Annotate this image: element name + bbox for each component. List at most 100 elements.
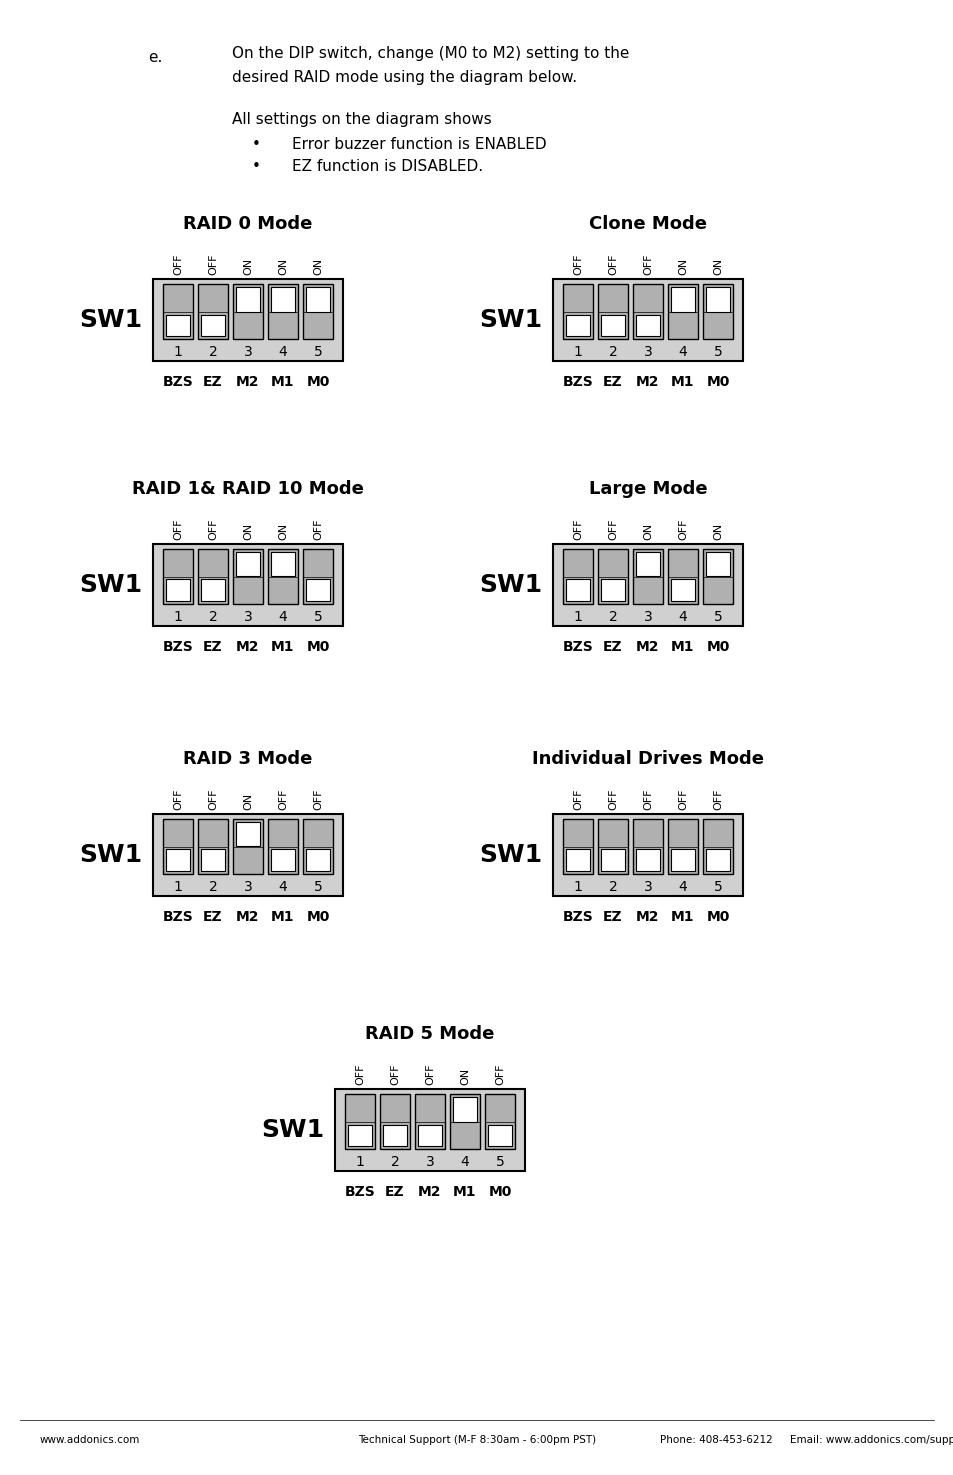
Bar bbox=[600, 314, 624, 336]
Text: M2: M2 bbox=[636, 910, 659, 923]
Bar bbox=[667, 285, 698, 339]
Text: RAID 3 Mode: RAID 3 Mode bbox=[183, 749, 313, 768]
Bar bbox=[705, 850, 729, 872]
Text: 5: 5 bbox=[496, 1155, 504, 1170]
Bar bbox=[271, 552, 294, 577]
Text: M0: M0 bbox=[705, 910, 729, 923]
Bar bbox=[417, 1124, 441, 1146]
Text: 1: 1 bbox=[573, 611, 582, 624]
Text: ON: ON bbox=[459, 1068, 470, 1086]
Bar bbox=[705, 552, 729, 577]
Text: OFF: OFF bbox=[642, 789, 652, 810]
Text: BZS: BZS bbox=[162, 910, 193, 923]
Bar bbox=[303, 819, 333, 875]
Bar bbox=[163, 549, 193, 603]
Text: 3: 3 bbox=[643, 881, 652, 894]
Text: 3: 3 bbox=[243, 345, 253, 358]
Text: OFF: OFF bbox=[607, 789, 618, 810]
Text: Individual Drives Mode: Individual Drives Mode bbox=[532, 749, 763, 768]
Text: ON: ON bbox=[642, 522, 652, 540]
Text: ON: ON bbox=[678, 258, 687, 274]
Bar bbox=[702, 549, 732, 603]
Bar bbox=[553, 544, 742, 625]
Bar bbox=[702, 819, 732, 875]
Bar bbox=[415, 1094, 444, 1149]
Text: M1: M1 bbox=[671, 640, 694, 653]
Text: 1: 1 bbox=[173, 345, 182, 358]
Text: Technical Support (M-F 8:30am - 6:00pm PST): Technical Support (M-F 8:30am - 6:00pm P… bbox=[357, 1435, 596, 1446]
Text: EZ function is DISABLED.: EZ function is DISABLED. bbox=[292, 159, 482, 174]
Text: EZ: EZ bbox=[602, 910, 622, 923]
Bar bbox=[198, 549, 228, 603]
Text: OFF: OFF bbox=[573, 789, 582, 810]
Bar bbox=[201, 314, 225, 336]
Text: M2: M2 bbox=[417, 1184, 441, 1199]
Bar bbox=[379, 1094, 410, 1149]
Bar bbox=[152, 814, 343, 895]
Text: Large Mode: Large Mode bbox=[588, 479, 706, 499]
Text: ON: ON bbox=[243, 522, 253, 540]
Text: All settings on the diagram shows: All settings on the diagram shows bbox=[232, 112, 491, 127]
Bar bbox=[271, 850, 294, 872]
Text: SW1: SW1 bbox=[79, 572, 142, 597]
Bar bbox=[565, 580, 589, 600]
Text: 2: 2 bbox=[209, 345, 217, 358]
Text: EZ: EZ bbox=[203, 375, 223, 389]
Text: 4: 4 bbox=[278, 345, 287, 358]
Text: M1: M1 bbox=[671, 375, 694, 389]
Text: OFF: OFF bbox=[607, 254, 618, 274]
Bar bbox=[152, 544, 343, 625]
Text: SW1: SW1 bbox=[479, 572, 542, 597]
Text: OFF: OFF bbox=[390, 1063, 399, 1086]
Bar bbox=[303, 549, 333, 603]
Text: OFF: OFF bbox=[573, 254, 582, 274]
Text: 2: 2 bbox=[608, 611, 617, 624]
Bar bbox=[450, 1094, 479, 1149]
Text: ON: ON bbox=[313, 258, 323, 274]
Text: M0: M0 bbox=[306, 910, 330, 923]
Text: M0: M0 bbox=[705, 375, 729, 389]
Text: M1: M1 bbox=[453, 1184, 476, 1199]
Text: 2: 2 bbox=[608, 345, 617, 358]
Bar bbox=[198, 285, 228, 339]
Text: EZ: EZ bbox=[385, 1184, 404, 1199]
Text: BZS: BZS bbox=[562, 375, 593, 389]
Text: OFF: OFF bbox=[424, 1063, 435, 1086]
Text: 5: 5 bbox=[314, 881, 322, 894]
Bar bbox=[235, 288, 260, 311]
Bar bbox=[598, 285, 627, 339]
Text: SW1: SW1 bbox=[479, 844, 542, 867]
Text: 5: 5 bbox=[314, 345, 322, 358]
Bar bbox=[233, 819, 263, 875]
Bar bbox=[233, 549, 263, 603]
Text: On the DIP switch, change (M0 to M2) setting to the: On the DIP switch, change (M0 to M2) set… bbox=[232, 46, 629, 60]
Text: BZS: BZS bbox=[162, 640, 193, 653]
Text: M0: M0 bbox=[306, 375, 330, 389]
Bar bbox=[565, 850, 589, 872]
Bar bbox=[335, 1089, 524, 1171]
Bar bbox=[636, 314, 659, 336]
Text: 1: 1 bbox=[173, 611, 182, 624]
Text: M0: M0 bbox=[705, 640, 729, 653]
Text: OFF: OFF bbox=[495, 1063, 504, 1086]
Text: BZS: BZS bbox=[562, 910, 593, 923]
Text: 4: 4 bbox=[460, 1155, 469, 1170]
Text: EZ: EZ bbox=[203, 910, 223, 923]
Text: SW1: SW1 bbox=[479, 308, 542, 332]
Bar bbox=[235, 552, 260, 577]
Text: 4: 4 bbox=[678, 881, 687, 894]
Text: 4: 4 bbox=[278, 611, 287, 624]
Text: ON: ON bbox=[712, 258, 722, 274]
Text: EZ: EZ bbox=[203, 640, 223, 653]
Bar bbox=[702, 285, 732, 339]
Text: 1: 1 bbox=[573, 881, 582, 894]
Text: 2: 2 bbox=[390, 1155, 399, 1170]
Text: 3: 3 bbox=[243, 611, 253, 624]
Text: M1: M1 bbox=[271, 375, 294, 389]
Bar bbox=[562, 819, 593, 875]
Text: RAID 1& RAID 10 Mode: RAID 1& RAID 10 Mode bbox=[132, 479, 363, 499]
Bar bbox=[600, 850, 624, 872]
Text: SW1: SW1 bbox=[79, 844, 142, 867]
Text: M2: M2 bbox=[236, 375, 259, 389]
Text: RAID 0 Mode: RAID 0 Mode bbox=[183, 215, 313, 233]
